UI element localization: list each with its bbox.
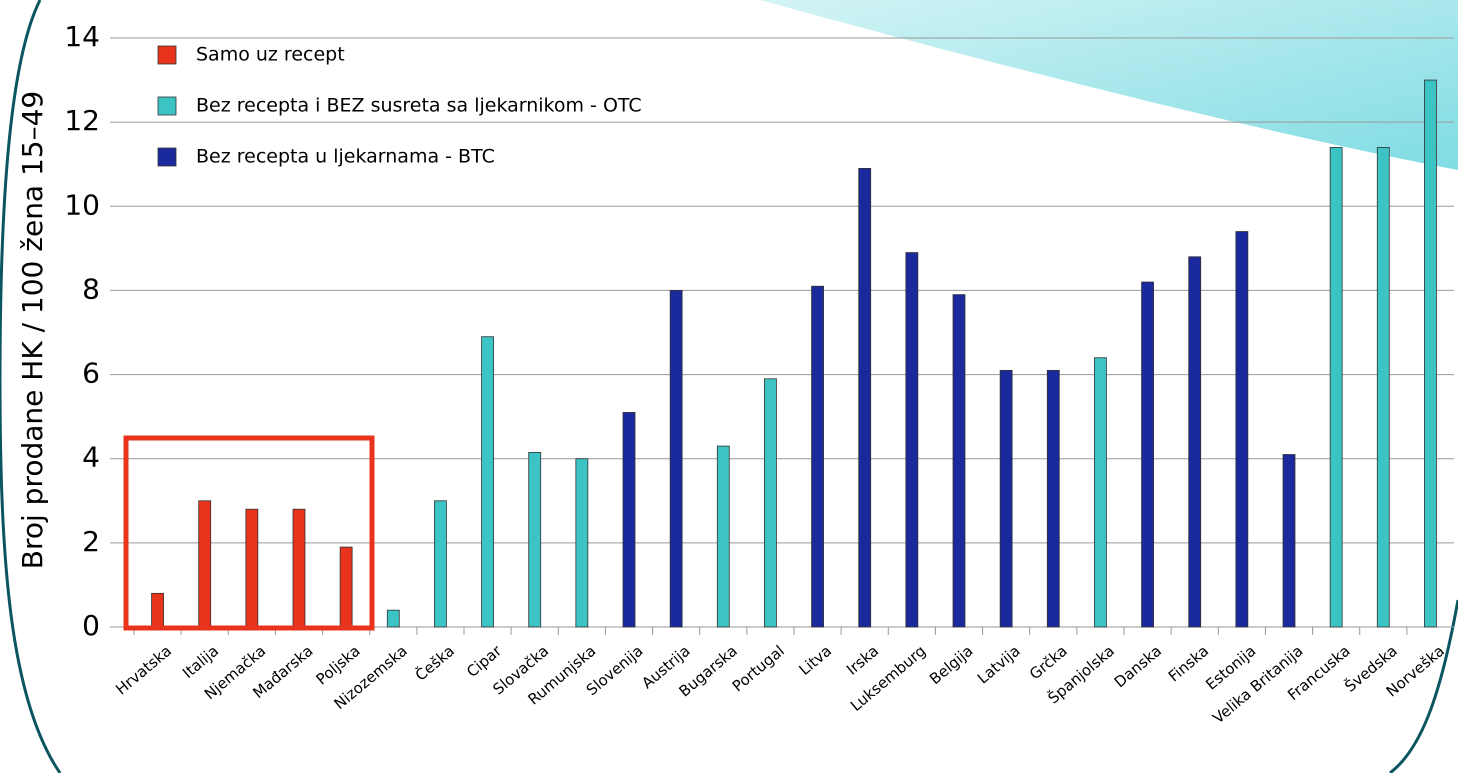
legend-label: Samo uz recept xyxy=(196,44,345,66)
bar xyxy=(1236,232,1248,627)
bar xyxy=(670,290,682,627)
bar xyxy=(764,379,776,627)
bar xyxy=(1377,147,1389,627)
y-tick-label: 0 xyxy=(82,609,100,642)
y-tick-label: 10 xyxy=(64,188,100,221)
bar xyxy=(1283,455,1295,627)
legend-swatch xyxy=(158,46,176,64)
y-tick-label: 12 xyxy=(64,104,100,137)
bar xyxy=(1142,282,1154,627)
bar xyxy=(953,295,965,627)
x-tick-label: Portugal xyxy=(729,642,788,696)
y-tick-label: 6 xyxy=(82,357,100,390)
bar xyxy=(246,509,258,627)
bar xyxy=(434,501,446,627)
bar xyxy=(859,168,871,627)
bar xyxy=(1000,370,1012,627)
legend-swatch xyxy=(158,148,176,166)
x-tick-label: Cipar xyxy=(463,641,505,681)
bar xyxy=(387,610,399,627)
bar xyxy=(1047,370,1059,627)
bar xyxy=(199,501,211,627)
bar xyxy=(623,412,635,627)
bar xyxy=(812,286,824,627)
x-tick-label: Litva xyxy=(796,642,836,679)
y-tick-label: 14 xyxy=(64,20,100,53)
bar xyxy=(340,547,352,627)
bar xyxy=(1330,147,1342,627)
x-tick-label: Češka xyxy=(411,641,458,685)
bar xyxy=(1424,80,1436,627)
x-tick-label: Danska xyxy=(1111,642,1165,692)
bar xyxy=(906,253,918,627)
x-tick-label: Latvija xyxy=(974,642,1024,688)
legend-label: Bez recepta i BEZ susreta sa ljekarnikom… xyxy=(196,95,642,117)
legend-swatch xyxy=(158,97,176,115)
bar xyxy=(529,452,541,627)
decor-wave xyxy=(760,0,1458,170)
x-tick-label: Irska xyxy=(843,642,882,679)
y-tick-label: 2 xyxy=(82,525,100,558)
bar xyxy=(1189,257,1201,627)
bar xyxy=(482,337,494,627)
slide: Broj prodane HK / 100 žena 15–49 0 2 4 6 8 10… xyxy=(0,0,1458,773)
x-tick-label: Belgija xyxy=(926,642,976,688)
bar xyxy=(717,446,729,627)
bar xyxy=(1094,358,1106,627)
y-axis-title: Broj prodane HK / 100 žena 15–49 xyxy=(16,91,49,570)
bar xyxy=(152,593,164,627)
bar xyxy=(293,509,305,627)
bar xyxy=(576,459,588,627)
y-tick-label: 8 xyxy=(82,272,100,305)
y-tick-label: 4 xyxy=(82,441,100,474)
x-tick-label: Hrvatska xyxy=(112,642,175,699)
legend-label: Bez recepta u ljekarnama - BTC xyxy=(196,146,495,168)
